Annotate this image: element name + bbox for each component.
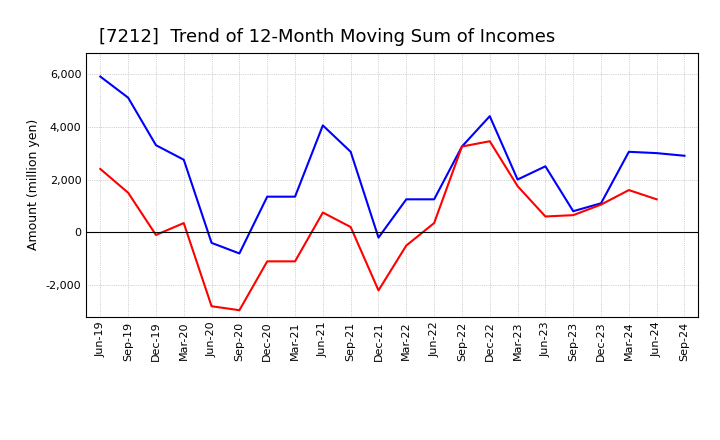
- Net Income: [346, 224, 355, 230]
- Ordinary Income: [263, 194, 271, 199]
- Net Income: [624, 187, 633, 193]
- Net Income: [541, 214, 550, 219]
- Y-axis label: Amount (million yen): Amount (million yen): [27, 119, 40, 250]
- Net Income: [485, 139, 494, 144]
- Ordinary Income: [458, 144, 467, 149]
- Ordinary Income: [652, 150, 661, 156]
- Ordinary Income: [96, 74, 104, 79]
- Net Income: [96, 166, 104, 172]
- Net Income: [402, 243, 410, 248]
- Net Income: [263, 259, 271, 264]
- Ordinary Income: [207, 240, 216, 246]
- Net Income: [179, 220, 188, 226]
- Ordinary Income: [346, 149, 355, 154]
- Net Income: [124, 190, 132, 195]
- Ordinary Income: [680, 153, 689, 158]
- Ordinary Income: [152, 143, 161, 148]
- Ordinary Income: [597, 201, 606, 206]
- Net Income: [430, 220, 438, 226]
- Net Income: [235, 308, 243, 313]
- Net Income: [318, 210, 327, 215]
- Ordinary Income: [291, 194, 300, 199]
- Ordinary Income: [235, 251, 243, 256]
- Line: Ordinary Income: Ordinary Income: [100, 77, 685, 253]
- Net Income: [652, 197, 661, 202]
- Net Income: [152, 232, 161, 238]
- Ordinary Income: [541, 164, 550, 169]
- Net Income: [569, 213, 577, 218]
- Net Income: [597, 202, 606, 207]
- Net Income: [513, 183, 522, 189]
- Ordinary Income: [179, 157, 188, 162]
- Text: [7212]  Trend of 12-Month Moving Sum of Incomes: [7212] Trend of 12-Month Moving Sum of I…: [99, 28, 555, 46]
- Net Income: [207, 304, 216, 309]
- Net Income: [291, 259, 300, 264]
- Net Income: [374, 288, 383, 293]
- Ordinary Income: [402, 197, 410, 202]
- Ordinary Income: [430, 197, 438, 202]
- Ordinary Income: [624, 149, 633, 154]
- Net Income: [458, 144, 467, 149]
- Line: Net Income: Net Income: [100, 141, 657, 310]
- Ordinary Income: [569, 209, 577, 214]
- Ordinary Income: [485, 114, 494, 119]
- Ordinary Income: [124, 95, 132, 100]
- Ordinary Income: [374, 235, 383, 240]
- Ordinary Income: [513, 177, 522, 182]
- Ordinary Income: [318, 123, 327, 128]
